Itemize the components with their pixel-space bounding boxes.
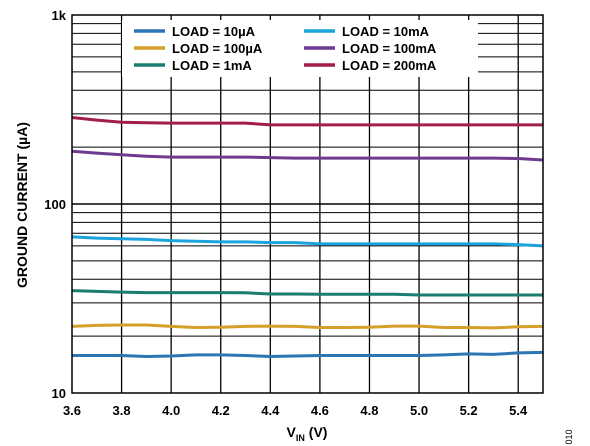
x-tick-label: 4.4	[261, 403, 280, 418]
legend-box	[122, 20, 478, 77]
x-axis-title-unit: (V)	[305, 424, 328, 440]
series-line-5	[71, 116, 543, 127]
legend-label-4: LOAD = 1mA	[172, 58, 252, 73]
x-axis-title: VIN (V)	[287, 424, 328, 443]
series-line-1	[71, 235, 544, 248]
x-tick-label: 3.8	[113, 403, 131, 418]
x-axis-title-main: V	[287, 424, 297, 440]
tick-labels: 3.6 3.8 4.0 4.2 4.4 4.6 4.8 5.0 5.2 5.4 10 100 1k	[44, 8, 528, 418]
x-tick-label: 3.6	[63, 403, 81, 418]
x-axis-title-subscript: IN	[296, 433, 305, 443]
y-tick-label: 10	[52, 386, 66, 401]
y-tick-label: 1k	[52, 8, 67, 23]
y-tick-label: 100	[44, 197, 66, 212]
series-line-3	[71, 149, 544, 162]
x-tick-label: 5.2	[460, 403, 478, 418]
y-axis-title: GROUND CURRENT (µA)	[14, 122, 30, 288]
x-tick-label: 4.0	[162, 403, 180, 418]
figure-id: 010	[564, 429, 574, 444]
legend-label-0: LOAD = 10µA	[172, 24, 256, 39]
series-line-4	[71, 289, 543, 297]
series-lines	[71, 116, 544, 358]
x-tick-label: 4.6	[311, 403, 329, 418]
legend-label-2: LOAD = 100µA	[172, 41, 263, 56]
legend: LOAD = 10µA LOAD = 10mA LOAD = 100µA LOAD =…	[134, 24, 437, 73]
x-tick-label: 4.8	[360, 403, 378, 418]
legend-label-1: LOAD = 10mA	[342, 24, 430, 39]
series-line-2	[71, 323, 544, 330]
x-tick-label: 5.4	[509, 403, 528, 418]
plot-frame	[71, 14, 544, 394]
legend-label-5: LOAD = 200mA	[342, 58, 437, 73]
legend-label-3: LOAD = 100mA	[342, 41, 437, 56]
x-tick-label: 4.2	[212, 403, 230, 418]
x-tick-label: 5.0	[410, 403, 428, 418]
series-line-0	[72, 350, 544, 358]
